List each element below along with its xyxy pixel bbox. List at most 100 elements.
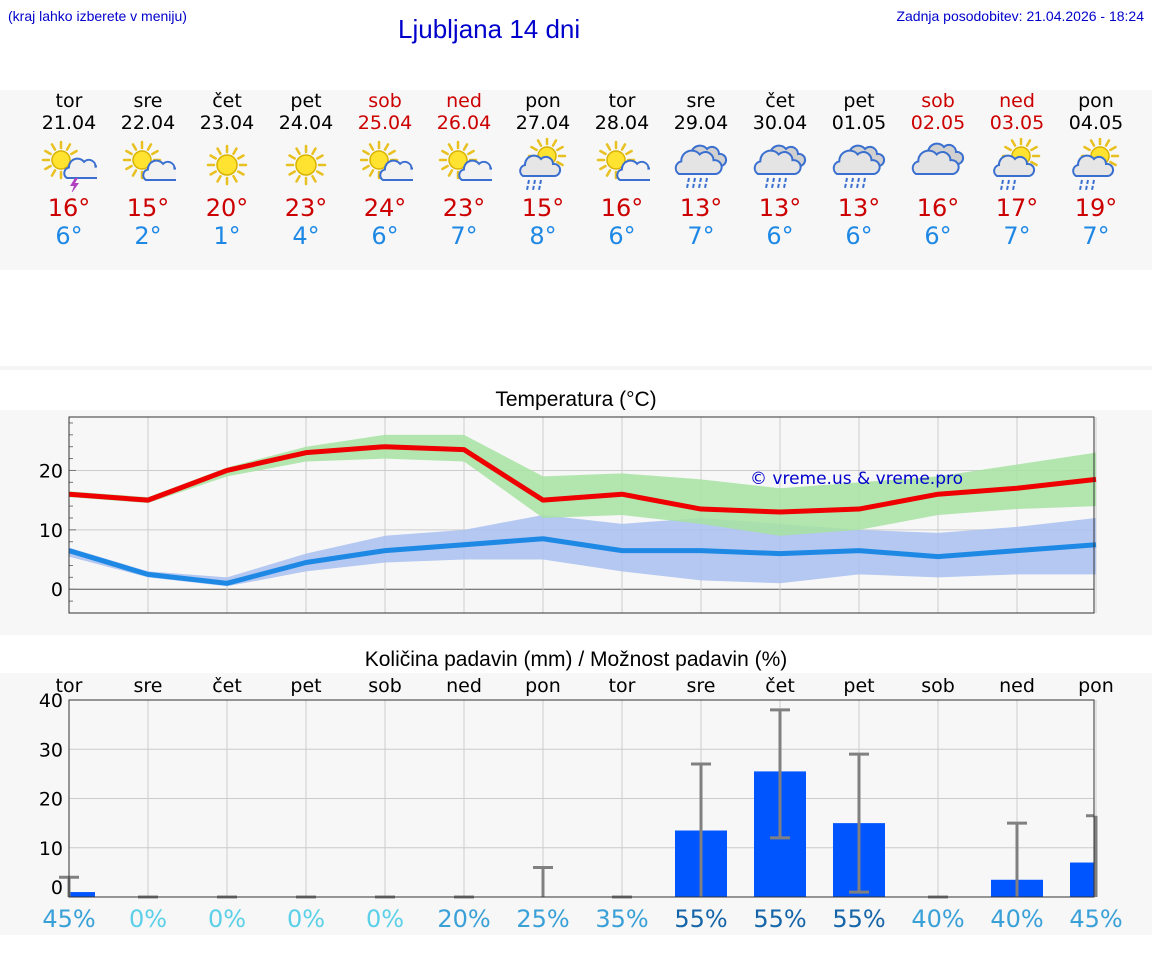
min-temperature: 6° [924, 222, 952, 250]
sun-cloud-icon [436, 138, 499, 192]
min-temperature-line [68, 536, 1097, 586]
precipitation-bar [1070, 862, 1094, 897]
y-tick-label: 10 [39, 520, 63, 542]
day-column: pon 04.05 19° 7° [1057, 90, 1136, 250]
day-name: čet [212, 90, 242, 112]
min-temperature: 6° [608, 222, 636, 250]
max-temperature: 16° [600, 194, 644, 222]
day-date: 02.05 [910, 112, 966, 134]
sun-cloud-icon [120, 138, 183, 192]
precipitation-chance: 0% [287, 905, 325, 933]
x-tick-label: sob [368, 675, 402, 697]
x-tick-label: sre [134, 675, 163, 697]
plot-frame [68, 699, 1095, 898]
x-tick-label: čet [212, 675, 242, 697]
min-temperature: 2° [134, 222, 162, 250]
day-date: 03.05 [989, 112, 1045, 134]
precipitation-chance: 40% [911, 905, 964, 933]
day-name: sob [921, 90, 955, 112]
day-name: sre [686, 90, 716, 112]
x-tick-label: pet [843, 675, 874, 697]
min-temperature: 6° [845, 222, 873, 250]
x-tick-label: čet [765, 675, 795, 697]
min-temperature: 8° [529, 222, 557, 250]
max-temperature: 13° [679, 194, 723, 222]
y-tick-label: 30 [39, 739, 63, 761]
precipitation-chance: 45% [1069, 905, 1122, 933]
x-tick-label: tor [56, 675, 83, 697]
day-name: pet [290, 90, 322, 112]
day-column: sob 02.05 16° 6° [899, 90, 978, 250]
day-column: pet 01.05 13° 6° [820, 90, 899, 250]
temperature-chart: 0 10 20 © vreme.us & vreme.pro [0, 410, 1152, 635]
precipitation-chance: 20% [437, 905, 490, 933]
y-tick-label: 40 [39, 690, 63, 712]
cloud-rain-icon [673, 138, 729, 192]
x-tick-label: tor [609, 675, 636, 697]
precipitation-chart-title: Količina padavin (mm) / Možnost padavin … [364, 648, 788, 671]
divider [0, 366, 1152, 370]
x-tick-label: ned [999, 675, 1035, 697]
min-temperature: 7° [450, 222, 478, 250]
day-date: 23.04 [199, 112, 255, 134]
max-temperature-line [68, 444, 1097, 515]
precipitation-chance: 0% [208, 905, 246, 933]
precipitation-chance: 35% [595, 905, 648, 933]
sun-cloud-rain-icon [1068, 136, 1124, 192]
day-date: 28.04 [594, 112, 650, 134]
day-column: tor 21.04 16° 6° [30, 90, 109, 250]
day-date: 24.04 [278, 112, 334, 134]
precipitation-chance: 55% [753, 905, 806, 933]
day-name: tor [55, 90, 83, 112]
day-name: ned [446, 90, 482, 112]
last-update: Zadnja posodobitev: 21.04.2026 - 18:24 [896, 8, 1144, 24]
max-temperature: 24° [363, 194, 407, 222]
max-temperature: 23° [284, 194, 328, 222]
min-temperature: 6° [766, 222, 794, 250]
day-name: sre [133, 90, 163, 112]
precipitation-chance: 0% [366, 905, 404, 933]
watermark: © vreme.us & vreme.pro [750, 469, 963, 489]
max-temperature: 13° [758, 194, 802, 222]
day-column: čet 23.04 20° 1° [188, 90, 267, 250]
x-tick-label: pet [290, 675, 321, 697]
max-temperature: 19° [1074, 194, 1118, 222]
cloud-rain-icon [831, 138, 887, 192]
day-date: 29.04 [673, 112, 729, 134]
day-name: pon [1078, 90, 1114, 112]
day-date: 21.04 [41, 112, 97, 134]
precipitation-chance: 0% [129, 905, 167, 933]
sun-cloud-icon [357, 138, 420, 192]
y-tick-label: 20 [39, 789, 63, 811]
max-temperature: 15° [521, 194, 565, 222]
day-name: sob [368, 90, 402, 112]
min-temperature: 4° [292, 222, 320, 250]
min-temperature: 1° [213, 222, 241, 250]
day-column: pon 27.04 15° 8° [504, 90, 583, 250]
x-tick-label: pon [1078, 675, 1114, 697]
sun-cloud-rain-icon [989, 136, 1045, 192]
day-date: 04.05 [1068, 112, 1124, 134]
max-temperature: 15° [126, 194, 170, 222]
min-temperature-band [69, 515, 1096, 587]
max-temperature: 17° [995, 194, 1039, 222]
precipitation-chance: 55% [674, 905, 727, 933]
sun-cloud-thunder-icon [41, 138, 104, 194]
y-tick-label: 20 [39, 460, 63, 482]
min-temperature: 7° [1082, 222, 1110, 250]
cloud-rain-icon [752, 138, 808, 192]
x-tick-label: ned [446, 675, 482, 697]
day-name: pet [843, 90, 875, 112]
page-title: Ljubljana 14 dni [398, 14, 581, 44]
sun-cloud-rain-icon [515, 136, 571, 192]
sun-icon [278, 138, 334, 192]
day-column: tor 28.04 16° 6° [583, 90, 662, 250]
y-tick-label: 0 [51, 877, 63, 899]
cloud-icon [910, 138, 966, 192]
min-temperature: 6° [55, 222, 83, 250]
max-temperature: 23° [442, 194, 486, 222]
daily-forecast-strip: tor 21.04 16° 6° sre 22.04 15° 2° čet 23.04 20° 1° p… [0, 90, 1152, 270]
x-tick-label: sob [921, 675, 955, 697]
day-column: ned 03.05 17° 7° [978, 90, 1057, 250]
min-temperature: 7° [687, 222, 715, 250]
